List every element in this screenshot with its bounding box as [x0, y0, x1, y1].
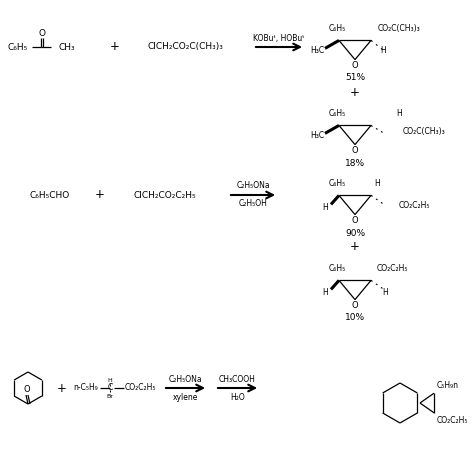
Text: O: O — [352, 61, 358, 70]
Text: H: H — [374, 179, 380, 188]
Text: O: O — [24, 386, 30, 394]
Text: CO₂C₂H₅: CO₂C₂H₅ — [437, 416, 468, 425]
Text: O: O — [352, 216, 358, 225]
Text: O: O — [38, 29, 46, 38]
Text: O: O — [352, 301, 358, 310]
Text: CO₂C₂H₅: CO₂C₂H₅ — [124, 384, 156, 393]
Text: H: H — [380, 46, 386, 55]
Text: 10%: 10% — [345, 313, 365, 323]
Text: n-C₅H₉: n-C₅H₉ — [73, 384, 98, 393]
Text: H: H — [322, 288, 328, 297]
Text: +: + — [350, 85, 360, 98]
Text: CH₃: CH₃ — [59, 43, 75, 52]
Text: C₂H₅OH: C₂H₅OH — [238, 199, 267, 209]
Text: H: H — [322, 203, 328, 212]
Text: H₂O: H₂O — [230, 393, 245, 401]
Text: H₃C: H₃C — [310, 131, 324, 140]
Text: KOBuᵗ, HOBuᵗ: KOBuᵗ, HOBuᵗ — [253, 33, 305, 43]
Text: C₂H₅ONa: C₂H₅ONa — [169, 375, 202, 384]
Text: H: H — [108, 378, 112, 383]
Text: CO₂C₂H₅: CO₂C₂H₅ — [377, 264, 409, 273]
Text: C₆H₅: C₆H₅ — [328, 179, 346, 188]
Text: +: + — [57, 381, 67, 394]
Text: +: + — [95, 189, 105, 202]
Text: xylene: xylene — [173, 393, 198, 401]
Text: Br: Br — [107, 393, 113, 399]
Text: CH₃COOH: CH₃COOH — [219, 375, 256, 384]
Text: 18%: 18% — [345, 159, 365, 167]
Text: CO₂C(CH₃)₃: CO₂C(CH₃)₃ — [378, 24, 420, 33]
Text: 90%: 90% — [345, 228, 365, 237]
Text: CO₂C₂H₅: CO₂C₂H₅ — [399, 201, 430, 210]
Text: +: + — [350, 241, 360, 254]
Text: 51%: 51% — [345, 74, 365, 83]
Text: H₃C: H₃C — [310, 46, 324, 55]
Text: C₆H₅: C₆H₅ — [328, 264, 346, 273]
Text: C₅H₉n: C₅H₉n — [437, 381, 459, 390]
Text: ClCH₂CO₂C(CH₃)₃: ClCH₂CO₂C(CH₃)₃ — [147, 43, 223, 52]
Text: ClCH₂CO₂C₂H₅: ClCH₂CO₂C₂H₅ — [134, 190, 196, 199]
Text: C₆H₅: C₆H₅ — [328, 24, 346, 33]
Text: O: O — [352, 146, 358, 155]
Text: CO₂C(CH₃)₃: CO₂C(CH₃)₃ — [403, 127, 446, 136]
Text: C₂H₅ONa: C₂H₅ONa — [236, 182, 270, 190]
Text: C₆H₅: C₆H₅ — [328, 109, 346, 118]
Text: C: C — [108, 384, 113, 393]
Text: H: H — [382, 288, 388, 297]
Text: +: + — [110, 40, 120, 53]
Text: H: H — [396, 109, 402, 118]
Text: C₆H₅: C₆H₅ — [8, 43, 28, 52]
Text: C₆H₅CHO: C₆H₅CHO — [30, 190, 70, 199]
